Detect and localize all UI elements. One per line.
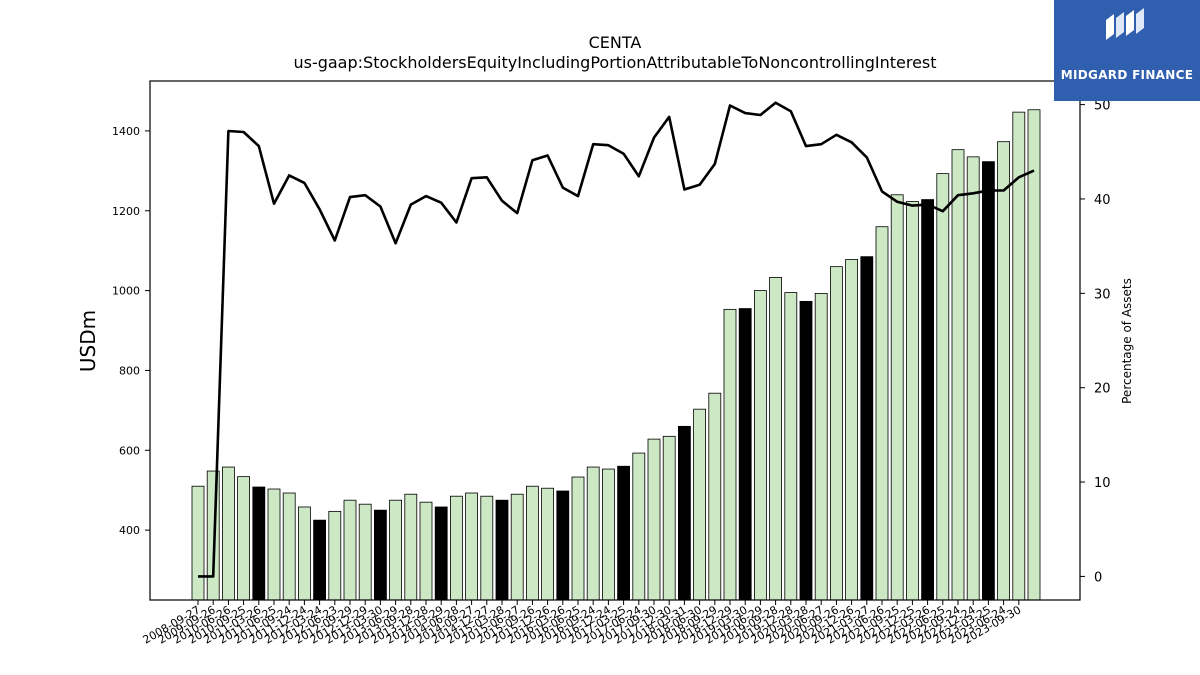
midgard-logo-icon: [1106, 8, 1144, 40]
bar: [951, 149, 965, 601]
y-axis-right: 0 10 20 30 40 50: [1080, 99, 1111, 585]
bar: [602, 468, 615, 601]
chart-subtitle: us-gaap:StockholdersEquityIncludingPorti…: [293, 53, 936, 72]
x-axis: 2008-09-272009-09-262010-06-262010-09-25…: [141, 600, 1023, 647]
bar: [252, 486, 266, 601]
bar: [632, 452, 646, 601]
y-axis-label: USDm: [76, 310, 100, 372]
bar: [966, 156, 980, 601]
percentage-line: [198, 101, 1035, 578]
bar: [297, 506, 311, 601]
bar: [647, 438, 661, 601]
brand-logo-text: MIDGARD FINANCE: [1060, 68, 1194, 82]
bar: [282, 492, 296, 601]
bar: [313, 519, 327, 601]
y-axis-left: 400 600 800 1000 1200 1400: [112, 125, 150, 537]
bar: [860, 256, 874, 601]
bar: [936, 173, 950, 601]
bar: [617, 465, 630, 601]
bar: [830, 266, 843, 601]
bar: [556, 490, 570, 601]
bar: [875, 226, 889, 601]
bar: [845, 259, 858, 601]
bar: [799, 300, 813, 601]
y-tick-label: 600: [119, 444, 140, 457]
y-tick-label: 1400: [112, 125, 140, 138]
y2-tick-label: 40: [1094, 193, 1111, 208]
bar: [191, 485, 205, 601]
brand-logo: MIDGARD FINANCE: [1054, 0, 1200, 101]
bar: [389, 499, 403, 601]
bar: [921, 199, 934, 601]
y-tick-label: 1200: [112, 205, 140, 218]
bar: [754, 290, 767, 601]
y2-tick-label: 20: [1094, 382, 1111, 397]
bar: [495, 499, 509, 601]
bar: [449, 495, 463, 601]
bar: [419, 501, 433, 601]
y-tick-label: 1000: [112, 285, 140, 298]
bar: [708, 392, 722, 601]
y2-tick-label: 0: [1094, 570, 1102, 585]
bar: [434, 506, 448, 601]
plot-frame: [149, 80, 1081, 601]
bar: [465, 492, 479, 601]
bar: [571, 476, 585, 601]
bar: [769, 277, 782, 601]
bar: [906, 201, 919, 601]
bar: [723, 308, 737, 601]
bar: [328, 510, 342, 601]
bar: [662, 435, 676, 601]
y2-tick-label: 30: [1094, 287, 1111, 302]
bar: [237, 476, 251, 601]
chart-title: CENTA: [589, 33, 642, 52]
bar: [1012, 111, 1026, 601]
y2-tick-label: 10: [1094, 476, 1111, 491]
bar: [997, 141, 1010, 601]
y2-axis-label: Percentage of Assets: [1120, 278, 1134, 404]
bar: [267, 488, 281, 601]
bar: [358, 503, 372, 601]
bar: [982, 161, 995, 601]
bar: [738, 308, 752, 601]
bar: [586, 466, 600, 601]
bar: [693, 408, 706, 601]
y-tick-label: 400: [119, 524, 140, 537]
bar: [890, 194, 904, 601]
bar: [480, 495, 494, 601]
line-series: [198, 101, 1035, 578]
bar: [221, 466, 235, 601]
y-tick-label: 800: [119, 364, 140, 377]
bar: [526, 485, 539, 601]
bar: [1027, 109, 1041, 601]
bar: [814, 292, 828, 601]
bar: [678, 425, 691, 601]
bar: [404, 493, 418, 601]
bar-series: [191, 109, 1041, 601]
bar: [784, 292, 798, 601]
y2-tick-label: 50: [1094, 99, 1111, 114]
bar: [343, 499, 357, 601]
bar: [541, 487, 554, 601]
bar: [373, 509, 387, 601]
bar: [510, 493, 524, 601]
